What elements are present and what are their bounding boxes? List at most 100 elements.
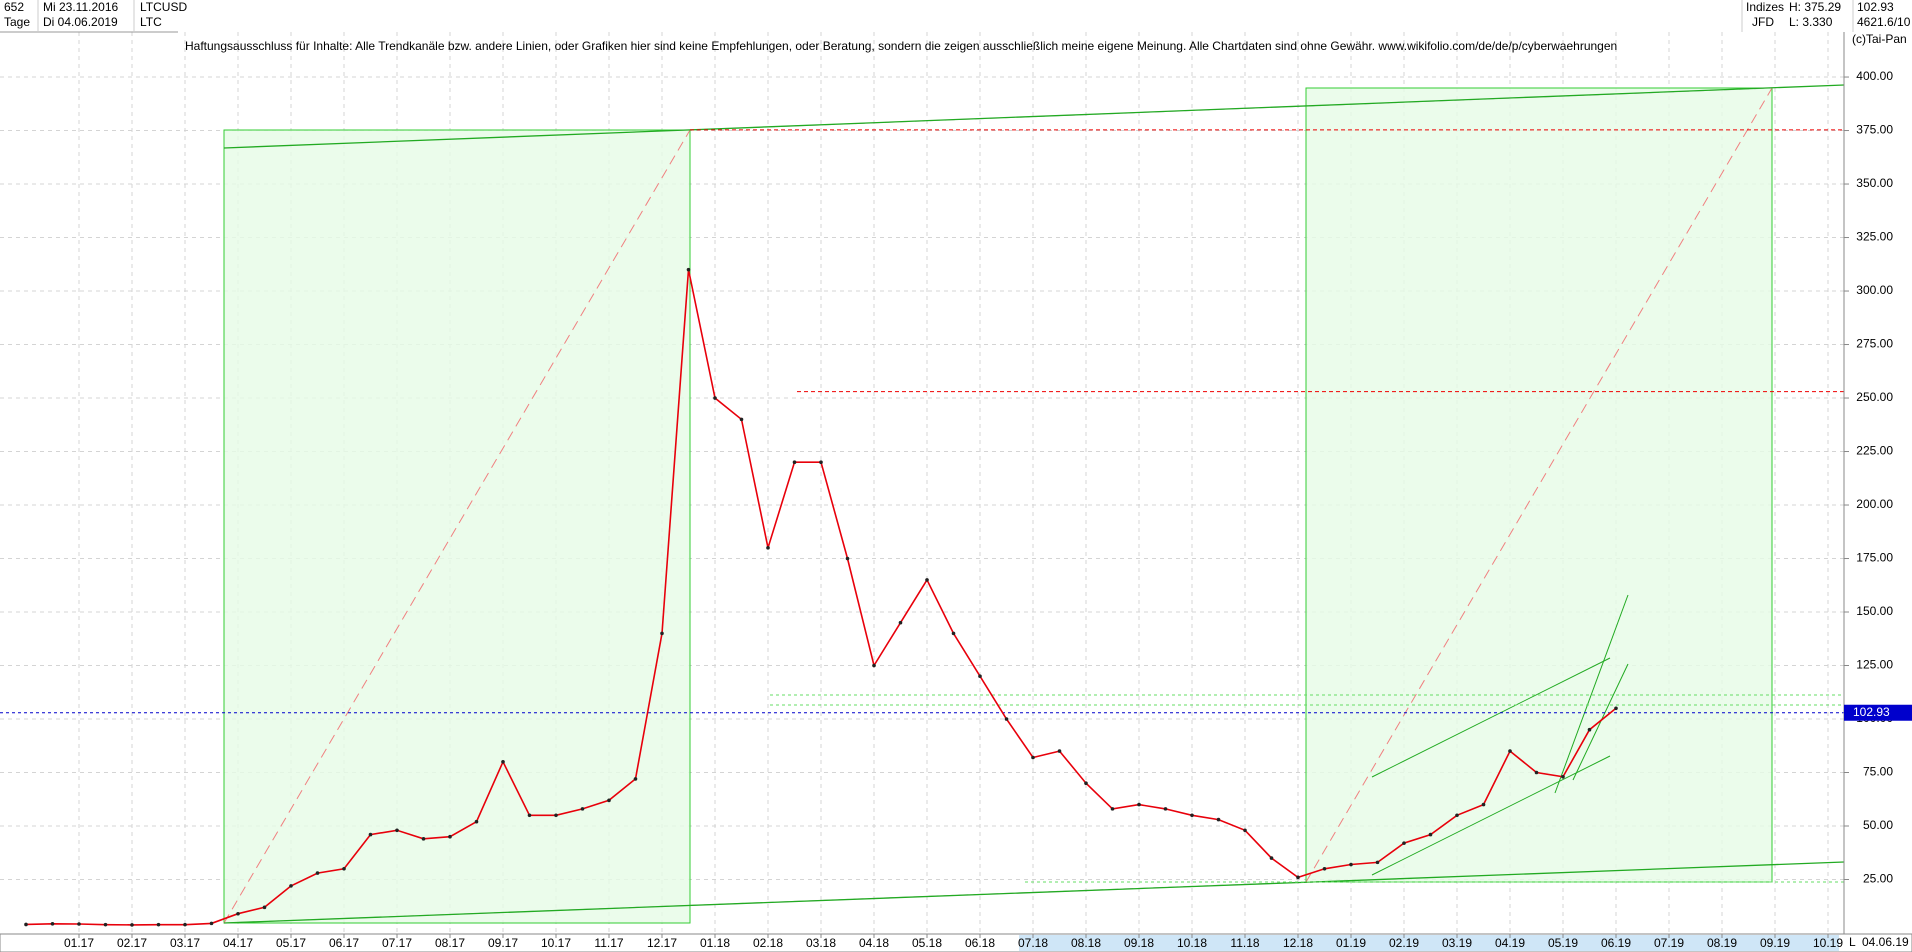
price-point (951, 631, 956, 636)
y-tick-label: 125.00 (1856, 658, 1893, 672)
x-tick-label: 09.19 (1760, 936, 1790, 950)
count[interactable]: 652 (4, 0, 24, 14)
price-point (236, 911, 240, 916)
x-tick-label: 05.19 (1548, 936, 1578, 950)
price-point (1322, 867, 1327, 871)
price-point (580, 807, 585, 811)
x-tick-label: 06.17 (329, 936, 359, 950)
x-tick-label: 05.17 (276, 936, 306, 950)
price-point (1614, 706, 1618, 711)
x-tick-label: 11.18 (1230, 936, 1259, 950)
price-point (395, 828, 399, 833)
price-point (1269, 856, 1274, 860)
x-tick-label: 02.19 (1389, 936, 1419, 950)
x-tick-label: 07.18 (1018, 936, 1048, 950)
x-tick-label: 03.17 (170, 936, 200, 950)
price-point (1375, 860, 1380, 865)
price-point (554, 813, 558, 818)
price-point (660, 631, 664, 636)
x-tick-label: 08.17 (435, 936, 465, 950)
price-point (1137, 802, 1141, 807)
price-point (183, 922, 187, 927)
x-tick-label: 04.17 (223, 936, 253, 950)
price-point (845, 556, 850, 561)
price-point (607, 798, 611, 803)
y-tick-label: 350.00 (1856, 176, 1893, 190)
price-point (1243, 828, 1247, 833)
x-tick-label: 10.18 (1177, 936, 1207, 950)
trendline (223, 84, 1845, 149)
symbol: LTCUSD (140, 0, 187, 14)
price-point (819, 460, 823, 465)
x-tick-label: 03.19 (1442, 936, 1472, 950)
price-point (368, 832, 373, 837)
x-tick-label: 06.18 (965, 936, 995, 950)
price-point (1163, 807, 1168, 811)
x-tick-label: 12.18 (1283, 936, 1313, 950)
price-point (1402, 841, 1406, 845)
price-point (1084, 781, 1088, 786)
x-tick-label: 07.19 (1654, 936, 1684, 950)
price-point (103, 922, 108, 927)
drawings (223, 84, 1845, 924)
channel-line (1572, 663, 1629, 781)
price-point (1004, 717, 1009, 721)
x-tick-label: 01.19 (1336, 936, 1366, 950)
price-point (474, 819, 479, 824)
price-point (156, 922, 161, 927)
price-point (792, 460, 797, 465)
selection[interactable] (1019, 935, 1839, 951)
price-point (342, 867, 346, 871)
last-marker: L (1849, 935, 1856, 949)
diagonal (223, 129, 691, 924)
x-tick-label: 11.17 (594, 936, 623, 950)
group: Indizes (1746, 0, 1784, 14)
y-tick-label: 75.00 (1863, 765, 1893, 779)
x-tick-label: 03.18 (806, 936, 836, 950)
current-price-label: 102.93 (1853, 705, 1890, 719)
price-point (686, 267, 691, 272)
x-tick-label: 10.17 (541, 936, 571, 950)
x-tick-label: 09.18 (1124, 936, 1154, 950)
price-point (501, 760, 505, 764)
price-point (24, 922, 28, 927)
price-point (1110, 807, 1115, 811)
x-tick-label: 06.19 (1601, 936, 1631, 950)
price-point (1057, 749, 1062, 753)
period[interactable]: Tage (4, 15, 30, 29)
price-point (1534, 770, 1539, 775)
name: LTC (140, 15, 162, 29)
axis-labels: 25.0050.0075.00100.00125.00150.00175.002… (64, 69, 1912, 950)
current-price-box (1844, 704, 1912, 721)
last-date: 04.06.19 (1862, 935, 1909, 949)
copyright: (c)Tai-Pan (1852, 32, 1907, 46)
price-point (1481, 802, 1486, 807)
channel-line (1371, 755, 1611, 876)
x-tick-label: 08.18 (1071, 936, 1101, 950)
price-point (898, 620, 903, 625)
channel-line (1554, 594, 1629, 794)
y-tick-label: 400.00 (1856, 69, 1893, 83)
price-point (1216, 817, 1221, 822)
x-tick-label: 01.17 (64, 936, 94, 950)
date-to[interactable]: Di 04.06.2019 (43, 15, 118, 29)
marks (0, 129, 1844, 927)
x-tick-label: 02.18 (753, 936, 783, 950)
x-tick-label: 10.19 (1813, 936, 1843, 950)
y-tick-label: 175.00 (1856, 551, 1893, 565)
diagonal (1305, 87, 1773, 883)
date-from[interactable]: Mi 23.11.2016 (43, 0, 118, 14)
y-tick-label: 200.00 (1856, 497, 1893, 511)
trendline (223, 861, 1845, 924)
range-box (1305, 87, 1773, 883)
price-point (1349, 862, 1353, 867)
price-point (925, 578, 929, 582)
price-point (289, 884, 293, 888)
y-tick-label: 325.00 (1856, 230, 1893, 244)
price-point (1508, 749, 1512, 753)
y-tick-label: 225.00 (1856, 444, 1893, 458)
y-tick-label: 25.00 (1863, 872, 1893, 886)
source: JFD (1752, 15, 1774, 29)
last: 102.93 (1857, 0, 1894, 14)
